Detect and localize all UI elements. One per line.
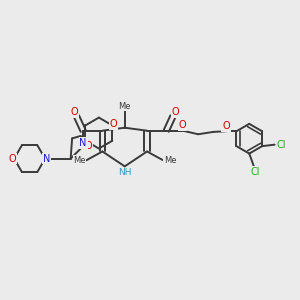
Text: O: O — [172, 107, 179, 117]
Text: Me: Me — [164, 156, 176, 165]
Text: N: N — [80, 138, 87, 148]
Text: O: O — [85, 140, 92, 151]
Text: Me: Me — [118, 101, 131, 110]
Text: O: O — [70, 107, 78, 117]
Text: N: N — [43, 154, 50, 164]
Text: NH: NH — [118, 168, 131, 177]
Text: O: O — [110, 119, 118, 129]
Text: Me: Me — [73, 156, 86, 165]
Text: O: O — [9, 154, 16, 164]
Text: O: O — [222, 121, 230, 131]
Text: Cl: Cl — [276, 140, 286, 150]
Text: Cl: Cl — [250, 167, 260, 177]
Text: O: O — [179, 120, 187, 130]
